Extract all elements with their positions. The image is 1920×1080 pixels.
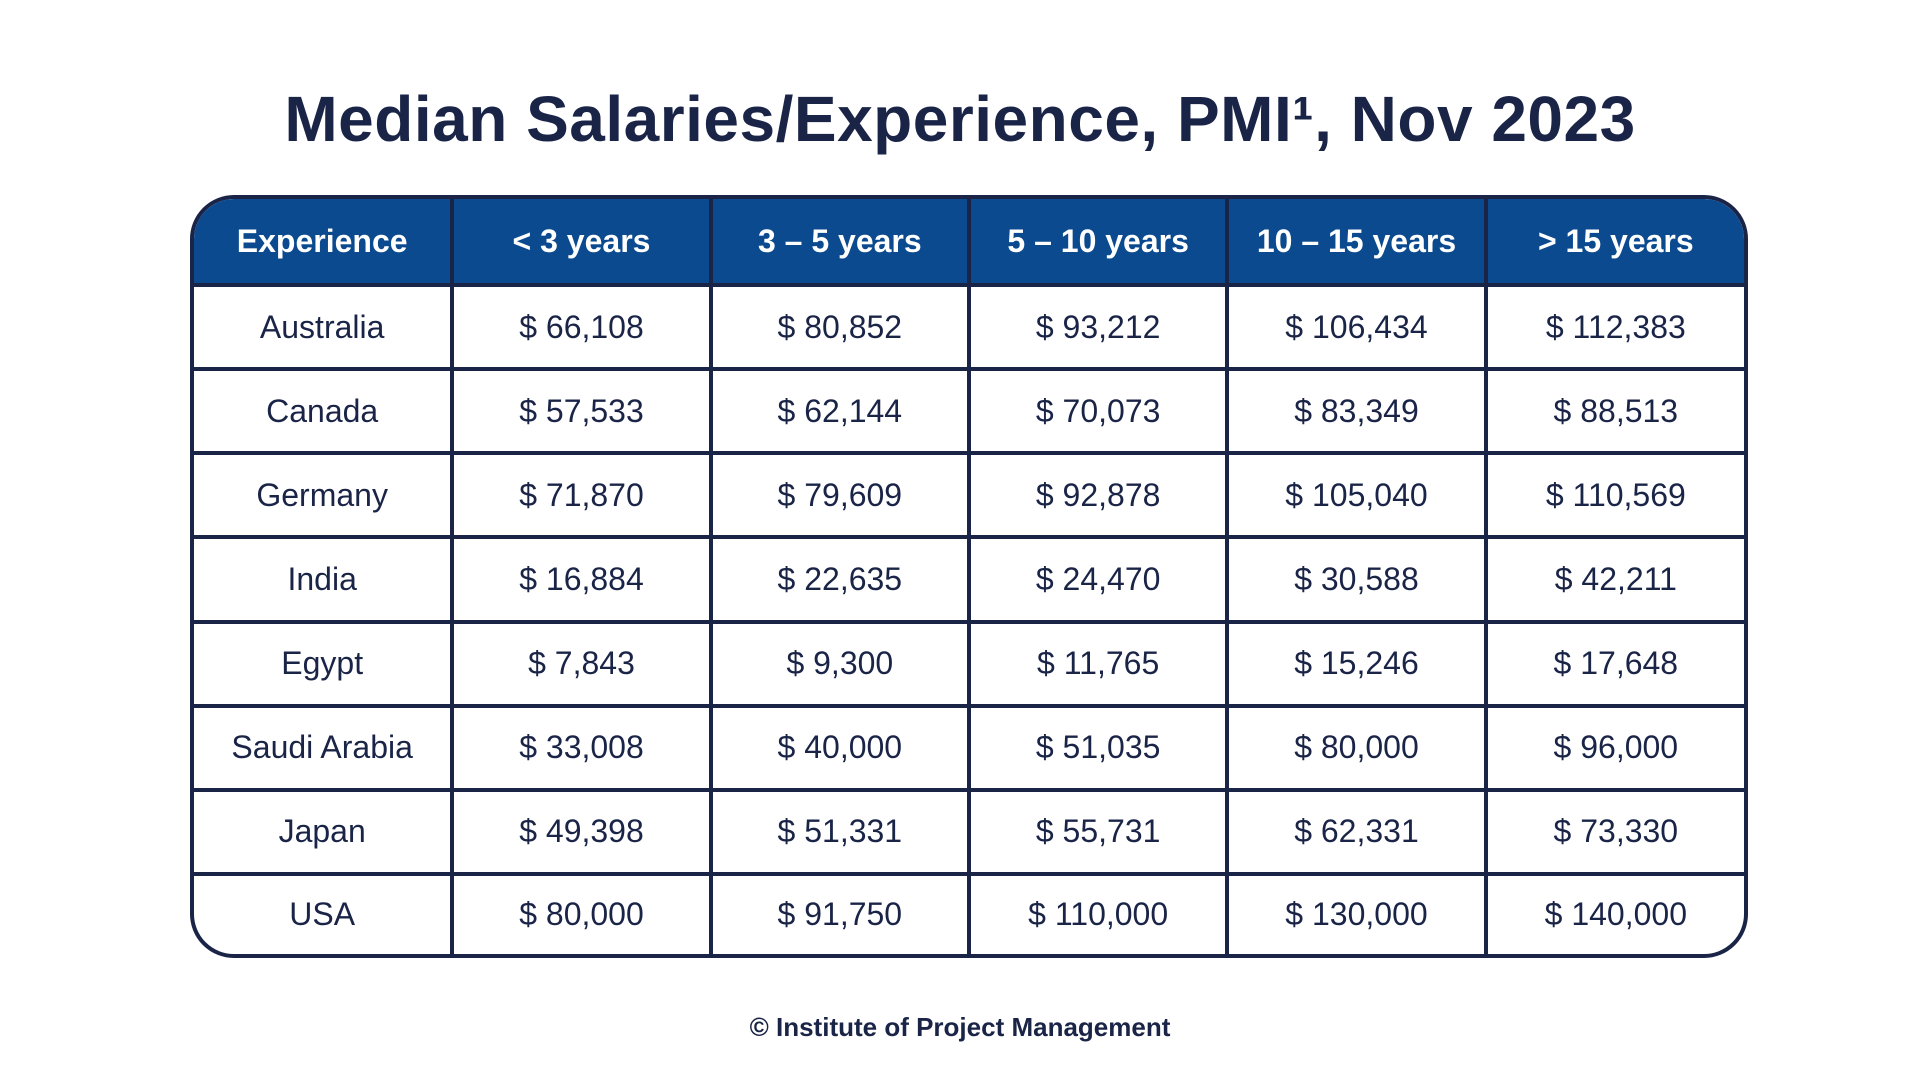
country-cell: Saudi Arabia bbox=[194, 703, 455, 792]
salary-cell: $ 79,609 bbox=[708, 451, 971, 540]
salary-cell: $ 7,843 bbox=[450, 619, 713, 708]
salary-cell: $ 73,330 bbox=[1483, 787, 1744, 876]
salary-cell: $ 24,470 bbox=[966, 535, 1230, 624]
salary-cell: $ 105,040 bbox=[1225, 451, 1488, 540]
salary-cell: $ 96,000 bbox=[1483, 703, 1744, 792]
salary-cell: $ 15,246 bbox=[1225, 619, 1488, 708]
salary-cell: $ 40,000 bbox=[708, 703, 971, 792]
copyright-footer: © Institute of Project Management bbox=[749, 1012, 1171, 1042]
salary-cell: $ 71,870 bbox=[450, 451, 713, 540]
column-header: > 15 years bbox=[1483, 199, 1744, 287]
column-header: Experience bbox=[194, 199, 455, 287]
column-header: 3 – 5 years bbox=[708, 199, 971, 287]
salary-cell: $ 106,434 bbox=[1225, 282, 1488, 372]
salary-cell: $ 9,300 bbox=[708, 619, 971, 708]
salary-cell: $ 30,588 bbox=[1225, 535, 1488, 624]
country-cell: Japan bbox=[194, 787, 455, 876]
country-cell: USA bbox=[194, 871, 455, 954]
salary-cell: $ 112,383 bbox=[1483, 282, 1744, 372]
salary-cell: $ 130,000 bbox=[1225, 871, 1488, 954]
salary-cell: $ 80,000 bbox=[450, 871, 713, 954]
salary-cell: $ 66,108 bbox=[450, 282, 713, 372]
country-cell: Germany bbox=[194, 451, 455, 540]
salary-cell: $ 16,884 bbox=[450, 535, 713, 624]
table-row: Saudi Arabia $ 33,008 $ 40,000 $ 51,035 $ 80… bbox=[194, 703, 1744, 792]
page-title: Median Salaries/Experience, PMI¹, Nov 20… bbox=[284, 83, 1636, 155]
salary-table: Experience < 3 years 3 – 5 years 5 – 10 … bbox=[194, 199, 1744, 954]
salary-cell: $ 49,398 bbox=[450, 787, 713, 876]
salary-cell: $ 57,533 bbox=[450, 367, 713, 456]
salary-cell: $ 140,000 bbox=[1483, 871, 1744, 954]
table-row: Canada $ 57,533 $ 62,144 $ 70,073 $ 83,349 $ … bbox=[194, 367, 1744, 456]
table-row: Egypt $ 7,843 $ 9,300 $ 11,765 $ 15,246 $ 17,… bbox=[194, 619, 1744, 708]
salary-cell: $ 93,212 bbox=[966, 282, 1230, 372]
table-body: Australia $ 66,108 $ 80,852 $ 93,212 $ 106,4… bbox=[194, 282, 1744, 954]
salary-table-container: Experience < 3 years 3 – 5 years 5 – 10 … bbox=[190, 195, 1748, 958]
salary-cell: $ 51,035 bbox=[966, 703, 1230, 792]
salary-cell: $ 42,211 bbox=[1483, 535, 1744, 624]
country-cell: Egypt bbox=[194, 619, 455, 708]
salary-cell: $ 110,569 bbox=[1483, 451, 1744, 540]
column-header: < 3 years bbox=[450, 199, 713, 287]
salary-cell: $ 62,144 bbox=[708, 367, 971, 456]
salary-cell: $ 22,635 bbox=[708, 535, 971, 624]
table-row: India $ 16,884 $ 22,635 $ 24,470 $ 30,588 $ 4… bbox=[194, 535, 1744, 624]
salary-cell: $ 55,731 bbox=[966, 787, 1230, 876]
salary-cell: $ 11,765 bbox=[966, 619, 1230, 708]
table-row: USA $ 80,000 $ 91,750 $ 110,000 $ 130,000 $ 1… bbox=[194, 871, 1744, 954]
table-row: Japan $ 49,398 $ 51,331 $ 55,731 $ 62,331 $ 7… bbox=[194, 787, 1744, 876]
salary-cell: $ 91,750 bbox=[708, 871, 971, 954]
country-cell: India bbox=[194, 535, 455, 624]
country-cell: Canada bbox=[194, 367, 455, 456]
salary-cell: $ 110,000 bbox=[966, 871, 1230, 954]
salary-cell: $ 80,852 bbox=[708, 282, 971, 372]
column-header: 5 – 10 years bbox=[966, 199, 1230, 287]
salary-cell: $ 17,648 bbox=[1483, 619, 1744, 708]
table-row: Germany $ 71,870 $ 79,609 $ 92,878 $ 105,040… bbox=[194, 451, 1744, 540]
salary-cell: $ 83,349 bbox=[1225, 367, 1488, 456]
salary-cell: $ 33,008 bbox=[450, 703, 713, 792]
salary-cell: $ 92,878 bbox=[966, 451, 1230, 540]
salary-cell: $ 51,331 bbox=[708, 787, 971, 876]
table-row: Australia $ 66,108 $ 80,852 $ 93,212 $ 106,4… bbox=[194, 282, 1744, 372]
table-header-row: Experience < 3 years 3 – 5 years 5 – 10 … bbox=[194, 199, 1744, 287]
salary-cell: $ 70,073 bbox=[966, 367, 1230, 456]
column-header: 10 – 15 years bbox=[1225, 199, 1488, 287]
salary-cell: $ 88,513 bbox=[1483, 367, 1744, 456]
salary-cell: $ 62,331 bbox=[1225, 787, 1488, 876]
salary-cell: $ 80,000 bbox=[1225, 703, 1488, 792]
country-cell: Australia bbox=[194, 282, 455, 372]
